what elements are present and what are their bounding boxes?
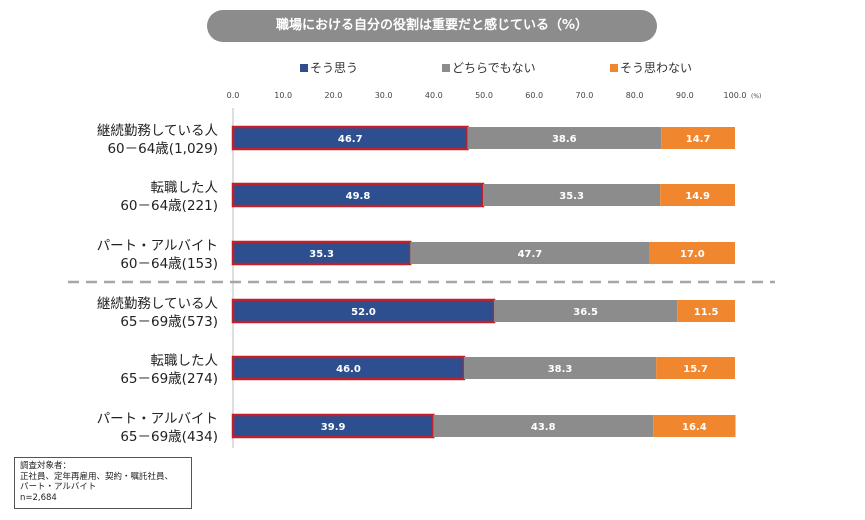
data-label-neutral: 47.7: [518, 249, 543, 260]
category-label-line2: 65－69歳(274): [120, 371, 218, 387]
note-line-2: パート・アルバイト: [20, 482, 97, 492]
bar-neutral: [494, 300, 678, 322]
data-label-agree: 52.0: [351, 307, 376, 318]
x-tick-label: 20.0: [324, 91, 342, 100]
bar-neutral: [467, 127, 662, 149]
legend: そう思う どちらでもない そう思わない: [0, 60, 865, 76]
note-heading: 調査対象者：: [20, 461, 72, 471]
legend-item-disagree: そう思わない: [610, 60, 692, 76]
category-label-line2: 65－69歳(434): [120, 429, 218, 445]
category-label-line1: 継続勤務している人: [97, 296, 219, 312]
x-tick-label: 30.0: [375, 91, 393, 100]
bar-neutral: [433, 415, 654, 437]
legend-label-agree: そう思う: [310, 61, 359, 75]
x-tick-label: 70.0: [575, 91, 593, 100]
bar-disagree: [660, 184, 735, 206]
x-tick-label: 100.0: [724, 91, 747, 100]
note-line-3: n=2,684: [20, 492, 57, 503]
data-label-agree: 39.9: [321, 422, 346, 433]
bar-disagree: [656, 357, 735, 379]
bar-disagree: [649, 242, 735, 264]
data-label-agree: 49.8: [346, 191, 371, 202]
legend-item-agree: そう思う: [300, 60, 358, 76]
x-tick-label: 60.0: [525, 91, 543, 100]
category-label-line1: 転職した人: [151, 353, 219, 369]
category-label-line1: パート・アルバイト: [97, 238, 218, 254]
x-tick-label: 10.0: [274, 91, 292, 100]
data-label-neutral: 43.8: [531, 422, 556, 433]
bar-neutral: [463, 357, 657, 379]
bar-neutral: [482, 184, 661, 206]
data-label-agree: 35.3: [309, 249, 334, 260]
category-label-line1: 転職した人: [151, 180, 219, 196]
category-label-line1: パート・アルバイト: [97, 411, 218, 427]
bar-disagree: [653, 415, 736, 437]
data-label-neutral: 38.3: [548, 364, 573, 375]
category-label-line2: 60－64歳(1,029): [107, 141, 218, 157]
legend-label-disagree: そう思わない: [620, 61, 693, 75]
bar-agree: [231, 355, 466, 381]
data-label-disagree: 14.7: [686, 134, 711, 145]
data-label-neutral: 35.3: [559, 191, 584, 202]
legend-swatch-neutral: [442, 64, 450, 72]
category-label-line2: 60－64歳(221): [120, 198, 218, 214]
legend-item-neutral: どちらでもない: [442, 60, 536, 76]
legend-label-neutral: どちらでもない: [452, 61, 536, 75]
data-label-disagree: 11.5: [694, 307, 719, 318]
bar-disagree: [661, 127, 735, 149]
bar-disagree: [677, 300, 735, 322]
data-label-disagree: 15.7: [683, 364, 708, 375]
data-label-disagree: 16.4: [682, 422, 707, 433]
data-label-agree: 46.0: [336, 364, 361, 375]
chart-title: 職場における自分の役割は重要だと感じている（%）: [207, 10, 657, 42]
category-label-line2: 60－64歳(153): [120, 256, 218, 272]
x-tick-label: 90.0: [676, 91, 694, 100]
x-tick-label: 80.0: [626, 91, 644, 100]
x-unit-label: (%): [751, 93, 761, 100]
category-label-line2: 65－69歳(573): [120, 314, 218, 330]
x-tick-label: 0.0: [227, 91, 240, 100]
x-tick-label: 40.0: [425, 91, 443, 100]
data-label-agree: 46.7: [338, 134, 363, 145]
data-label-neutral: 36.5: [573, 307, 598, 318]
data-label-neutral: 38.6: [552, 134, 577, 145]
survey-note: 調査対象者： 正社員、定年再雇用、契約・嘱託社員、 パート・アルバイト n=2,…: [14, 457, 192, 509]
note-line-1: 正社員、定年再雇用、契約・嘱託社員、: [20, 471, 174, 482]
legend-swatch-agree: [300, 64, 308, 72]
legend-swatch-disagree: [610, 64, 618, 72]
data-label-disagree: 14.9: [685, 191, 710, 202]
data-label-disagree: 17.0: [680, 249, 705, 260]
category-label-line1: 継続勤務している人: [97, 123, 219, 139]
x-tick-label: 50.0: [475, 91, 493, 100]
bar-neutral: [410, 242, 650, 264]
